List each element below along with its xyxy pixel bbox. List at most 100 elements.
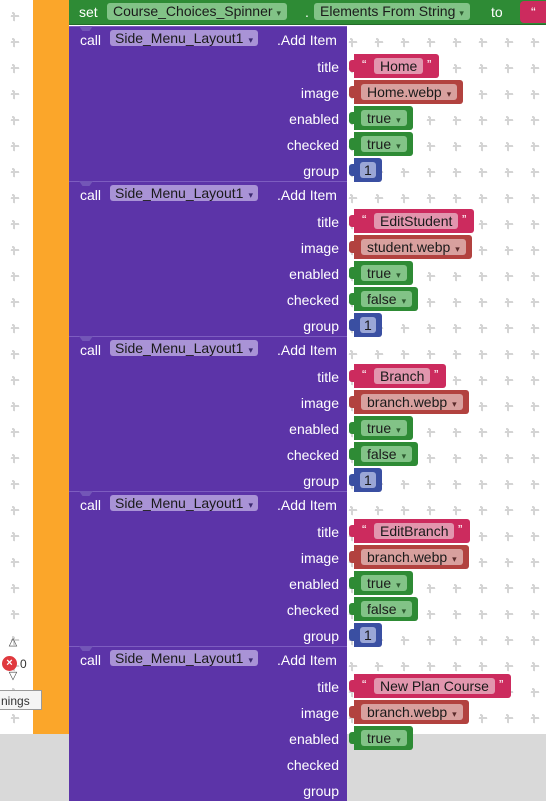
checked-value-block[interactable]: true ▾ bbox=[349, 132, 413, 156]
param-label-title: title bbox=[317, 679, 339, 695]
component-dropdown[interactable]: Side_Menu_Layout1 ▾ bbox=[110, 340, 258, 356]
quote-open: “ bbox=[362, 367, 367, 382]
call-keyword: call bbox=[80, 187, 102, 203]
property-dropdown[interactable]: Elements From String ▾ bbox=[314, 3, 470, 20]
image-value-block[interactable]: student.webp ▾ bbox=[349, 235, 472, 259]
enabled-value-block[interactable]: true ▾ bbox=[349, 726, 413, 750]
component-dropdown[interactable]: Course_Choices_Spinner ▾ bbox=[107, 3, 288, 20]
group-value-block[interactable]: 1 bbox=[349, 158, 382, 182]
bool-value-dropdown[interactable]: true ▾ bbox=[361, 136, 407, 152]
group-value-block[interactable]: 1 bbox=[349, 623, 382, 647]
chevron-down-icon: ▾ bbox=[248, 655, 253, 665]
method-name: .Add Item bbox=[277, 342, 337, 358]
call-keyword: call bbox=[80, 342, 102, 358]
bool-value-dropdown[interactable]: false ▾ bbox=[361, 291, 413, 307]
image-value-block[interactable]: branch.webp ▾ bbox=[349, 390, 469, 414]
call-add-item-block[interactable]: call Side_Menu_Layout1 ▾ .Add Item title i… bbox=[69, 26, 347, 181]
image-value-dropdown[interactable]: branch.webp ▾ bbox=[361, 394, 463, 410]
chevron-down-icon: ▾ bbox=[455, 244, 460, 254]
method-name: .Add Item bbox=[277, 497, 337, 513]
param-label-title: title bbox=[317, 214, 339, 230]
bool-value-dropdown[interactable]: true ▾ bbox=[361, 730, 407, 746]
text-value[interactable]: New Plan Course bbox=[374, 678, 495, 694]
number-value[interactable]: 1 bbox=[360, 627, 376, 643]
component-dropdown[interactable]: Side_Menu_Layout1 ▾ bbox=[110, 650, 258, 666]
checked-value-block[interactable]: false ▾ bbox=[349, 597, 418, 621]
enabled-value-block[interactable]: true ▾ bbox=[349, 416, 413, 440]
call-keyword: call bbox=[80, 652, 102, 668]
group-value-block[interactable]: 1 bbox=[349, 468, 382, 492]
call-add-item-block[interactable]: call Side_Menu_Layout1 ▾ .Add Item title i… bbox=[69, 491, 347, 646]
param-label-group: group bbox=[303, 783, 339, 799]
set-property-block[interactable]: set Course_Choices_Spinner ▾ . Elements F… bbox=[69, 0, 546, 25]
method-name: .Add Item bbox=[277, 32, 337, 48]
param-label-checked: checked bbox=[286, 292, 339, 308]
call-add-item-block[interactable]: call Side_Menu_Layout1 ▾ .Add Item title i… bbox=[69, 181, 347, 336]
title-value-block[interactable]: “ New Plan Course ” bbox=[349, 674, 511, 698]
bool-value-dropdown[interactable]: true ▾ bbox=[361, 575, 407, 591]
connector-tab bbox=[349, 629, 355, 641]
chevron-down-icon: ▾ bbox=[396, 580, 401, 590]
connector-tab bbox=[349, 112, 355, 124]
call-add-item-block[interactable]: call Side_Menu_Layout1 ▾ .Add Item title i… bbox=[69, 336, 347, 491]
title-value-block[interactable]: “ EditBranch ” bbox=[349, 519, 470, 543]
connector-tab bbox=[349, 396, 355, 408]
number-value[interactable]: 1 bbox=[360, 162, 376, 178]
text-value[interactable]: EditBranch bbox=[374, 523, 455, 539]
number-value[interactable]: 1 bbox=[360, 317, 376, 333]
param-label-enabled: enabled bbox=[289, 111, 339, 127]
scroll-down-icon[interactable]: ▽ bbox=[8, 670, 18, 682]
event-block-spine[interactable] bbox=[33, 0, 69, 734]
chevron-down-icon: ▾ bbox=[452, 709, 457, 719]
number-value[interactable]: 1 bbox=[360, 472, 376, 488]
component-dropdown[interactable]: Side_Menu_Layout1 ▾ bbox=[110, 30, 258, 46]
component-dropdown[interactable]: Side_Menu_Layout1 ▾ bbox=[110, 185, 258, 201]
image-value-dropdown[interactable]: branch.webp ▾ bbox=[361, 549, 463, 565]
text-value[interactable]: Home bbox=[374, 58, 424, 74]
warnings-toggle-button[interactable]: nings bbox=[0, 690, 42, 710]
image-value-dropdown[interactable]: branch.webp ▾ bbox=[361, 704, 463, 720]
image-value-dropdown[interactable]: Home.webp ▾ bbox=[361, 84, 458, 100]
quote-open: “ bbox=[362, 57, 367, 72]
checked-value-block[interactable]: false ▾ bbox=[349, 442, 418, 466]
text-value[interactable]: EditStudent bbox=[374, 213, 459, 229]
param-label-image: image bbox=[300, 395, 339, 411]
quote-open: “ bbox=[362, 212, 367, 227]
image-value-block[interactable]: branch.webp ▾ bbox=[349, 545, 469, 569]
call-keyword: call bbox=[80, 497, 102, 513]
chevron-down-icon: ▾ bbox=[396, 115, 401, 125]
quote-close: ” bbox=[434, 367, 439, 382]
connector-tab bbox=[349, 603, 355, 615]
bool-value-dropdown[interactable]: true ▾ bbox=[361, 420, 407, 436]
text-value[interactable]: Branch bbox=[374, 368, 431, 384]
bool-value-dropdown[interactable]: true ▾ bbox=[361, 265, 407, 281]
title-value-block[interactable]: “ EditStudent ” bbox=[349, 209, 474, 233]
bool-value-dropdown[interactable]: false ▾ bbox=[361, 601, 413, 617]
title-value-block[interactable]: “ Branch ” bbox=[349, 364, 446, 388]
connector-tab bbox=[349, 706, 355, 718]
component-dropdown[interactable]: Side_Menu_Layout1 ▾ bbox=[110, 495, 258, 511]
param-label-enabled: enabled bbox=[289, 266, 339, 282]
param-label-checked: checked bbox=[286, 137, 339, 153]
param-label-checked: checked bbox=[286, 757, 339, 773]
method-name: .Add Item bbox=[277, 187, 337, 203]
enabled-value-block[interactable]: true ▾ bbox=[349, 571, 413, 595]
call-add-item-block[interactable]: call Side_Menu_Layout1 ▾ .Add Item title i… bbox=[69, 646, 347, 801]
scroll-up-icon[interactable]: △ bbox=[8, 636, 18, 648]
image-value-block[interactable]: Home.webp ▾ bbox=[349, 80, 463, 104]
bool-value-dropdown[interactable]: false ▾ bbox=[361, 446, 413, 462]
enabled-value-block[interactable]: true ▾ bbox=[349, 106, 413, 130]
enabled-value-block[interactable]: true ▾ bbox=[349, 261, 413, 285]
title-value-block[interactable]: “ Home ” bbox=[349, 54, 439, 78]
bool-value-dropdown[interactable]: true ▾ bbox=[361, 110, 407, 126]
text-value-block[interactable]: “ bbox=[520, 1, 546, 23]
group-value-block[interactable]: 1 bbox=[349, 313, 382, 337]
image-value-block[interactable]: branch.webp ▾ bbox=[349, 700, 469, 724]
connector-tab bbox=[349, 215, 355, 227]
param-label-group: group bbox=[303, 628, 339, 644]
checked-value-block[interactable]: false ▾ bbox=[349, 287, 418, 311]
image-value-dropdown[interactable]: student.webp ▾ bbox=[361, 239, 466, 255]
connector-tab bbox=[349, 267, 355, 279]
error-icon[interactable]: × bbox=[2, 656, 17, 671]
param-label-image: image bbox=[300, 550, 339, 566]
